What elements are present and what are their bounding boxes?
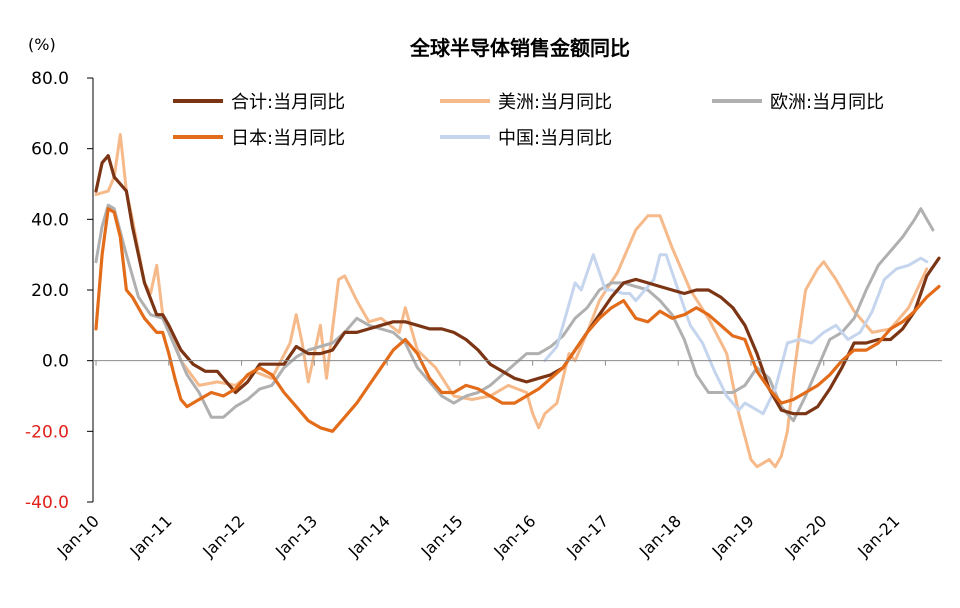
x-tick-label: Jan-15: [417, 511, 467, 561]
x-tick-label: Jan-17: [562, 511, 612, 561]
y-tick-label: 40.0: [31, 210, 69, 230]
x-tick-label: Jan-13: [271, 511, 321, 561]
y-tick-label: 80.0: [31, 69, 69, 89]
series-line-4: [94, 207, 941, 433]
x-tick-label: Jan-10: [53, 511, 103, 561]
x-tick-label: Jan-12: [198, 511, 248, 561]
x-tick-label: Jan-14: [344, 511, 394, 561]
plot-lines: [94, 133, 941, 469]
x-tick-label: Jan-20: [781, 511, 831, 561]
legend-label: 美洲:当月同比: [498, 92, 612, 113]
y-tick-label: -20.0: [25, 422, 69, 442]
y-tick-label: 0.0: [42, 352, 69, 372]
y-tick-label: 20.0: [31, 281, 69, 301]
x-tick-label: Jan-16: [489, 511, 539, 561]
x-tick-label: Jan-19: [708, 511, 758, 561]
x-tick-label: Jan-18: [635, 511, 685, 561]
x-tick-label: Jan-21: [853, 511, 903, 561]
series-line-3: [94, 154, 941, 416]
y-tick-label: 60.0: [31, 140, 69, 160]
legend-label: 中国:当月同比: [498, 128, 612, 149]
y-tick-label: -40.0: [25, 493, 69, 513]
series-line-0: [94, 133, 929, 469]
series-line-2: [543, 253, 929, 416]
series-line-1: [94, 203, 935, 423]
legend-label: 欧洲:当月同比: [770, 92, 884, 113]
chart-title: 全球半导体销售金额同比: [409, 36, 630, 60]
legend-label: 日本:当月同比: [231, 128, 345, 149]
y-unit-label: (%): [28, 35, 56, 54]
legend-label: 合计:当月同比: [231, 92, 345, 113]
x-tick-label: Jan-11: [126, 511, 176, 561]
